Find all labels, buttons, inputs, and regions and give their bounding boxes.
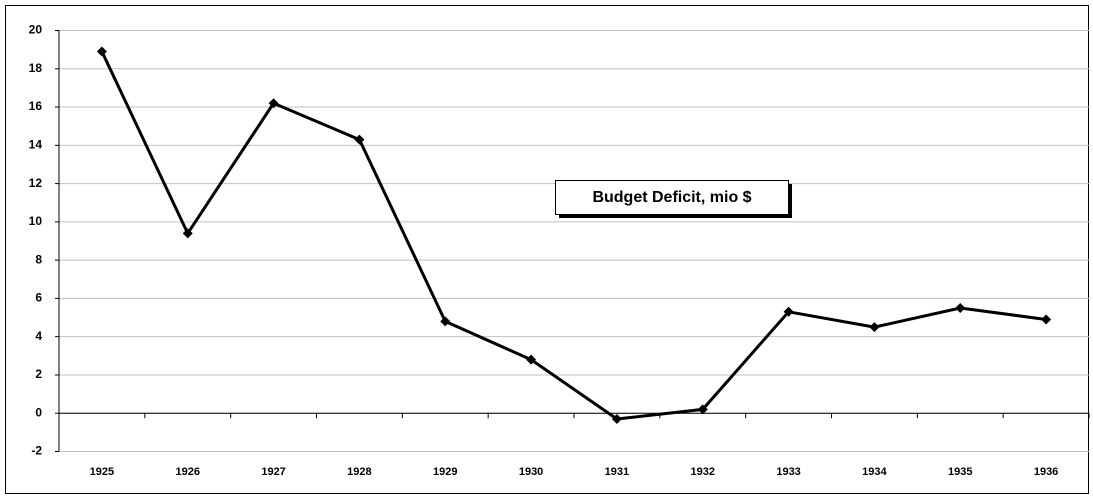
x-tick-label: 1931 — [605, 466, 629, 478]
x-tick-label: 1935 — [948, 466, 972, 478]
data-point — [611, 413, 622, 424]
y-tick-label: 2 — [35, 367, 42, 381]
y-tick-label: 12 — [29, 176, 43, 190]
title-box: Budget Deficit, mio $ — [555, 180, 792, 218]
y-tick-label: 8 — [35, 252, 42, 266]
y-tick-label: 14 — [29, 137, 43, 151]
y-tick-label: 4 — [35, 329, 42, 343]
data-line — [100, 50, 1047, 421]
x-tick-label: 1928 — [347, 466, 371, 478]
x-tick-label: 1930 — [519, 466, 543, 478]
y-tick-label: 0 — [35, 405, 42, 419]
y-tick-label: 16 — [29, 99, 43, 113]
y-tick-label: 6 — [35, 291, 42, 305]
x-tick-label: 1925 — [90, 466, 114, 478]
data-point — [182, 228, 193, 239]
data-point — [96, 46, 107, 57]
data-point — [1041, 314, 1052, 325]
data-point — [697, 404, 708, 415]
y-tick-label: 18 — [29, 61, 43, 75]
x-tick-label: 1936 — [1034, 466, 1058, 478]
x-tick-label: 1934 — [862, 466, 887, 478]
chart-title: Budget Deficit, mio $ — [592, 189, 751, 206]
y-tick-label: 10 — [29, 214, 43, 228]
title-frame — [555, 180, 789, 215]
data-point — [526, 354, 537, 365]
data-point — [955, 302, 966, 313]
data-point — [354, 134, 365, 145]
chart-border — [5, 5, 1089, 494]
x-tick-label: 1929 — [433, 466, 457, 478]
x-tick-label: 1933 — [776, 466, 800, 478]
data-point — [440, 316, 451, 327]
y-tick-label: -2 — [31, 444, 42, 458]
data-point — [268, 98, 279, 109]
x-tick-label: 1932 — [691, 466, 715, 478]
y-tick-label: 20 — [29, 23, 43, 37]
data-point — [869, 322, 880, 333]
data-point — [783, 306, 794, 317]
x-tick-label: 1927 — [261, 466, 285, 478]
x-tick-label: 1926 — [176, 466, 200, 478]
